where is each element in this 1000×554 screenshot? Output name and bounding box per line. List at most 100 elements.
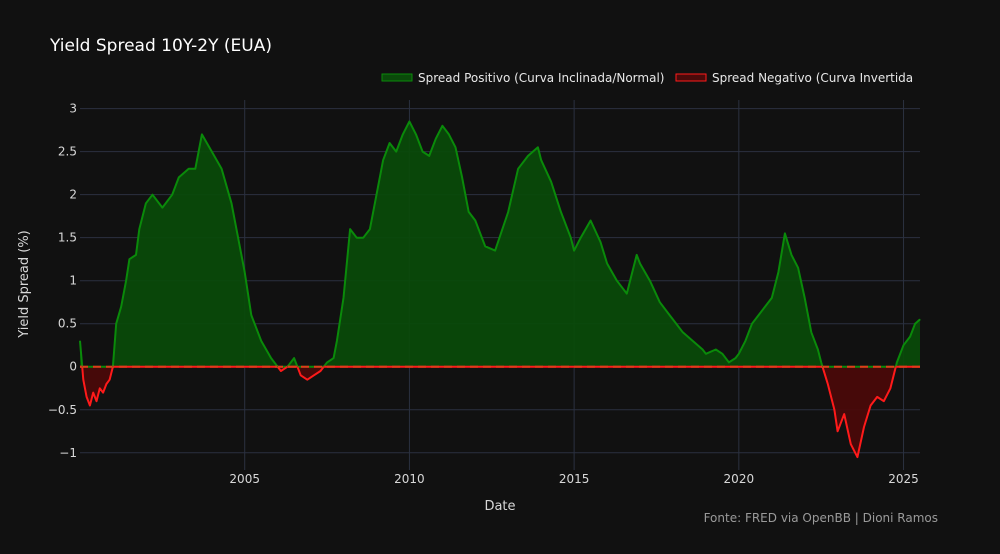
data-point-100 (744, 340, 746, 342)
data-point-27 (221, 168, 223, 170)
x-tick-label-2: 2015 (559, 472, 590, 486)
data-point-43 (323, 366, 325, 368)
data-point-73 (537, 146, 539, 148)
legend-swatch-negative (675, 73, 707, 82)
data-point-14 (125, 280, 127, 282)
data-point-108 (797, 267, 799, 269)
data-point-117 (843, 413, 845, 415)
data-point-42 (320, 370, 321, 372)
data-point-113 (822, 366, 823, 368)
y-tick-label-4: 1 (69, 274, 77, 288)
data-point-106 (784, 232, 786, 234)
data-point-35 (280, 370, 282, 372)
data-point-44 (326, 361, 328, 363)
data-point-58 (415, 133, 417, 135)
data-point-81 (600, 241, 601, 243)
data-point-119 (856, 456, 858, 458)
data-point-101 (751, 323, 753, 325)
x-tick-label-0: 2005 (229, 472, 260, 486)
legend-swatch-positive (381, 73, 413, 82)
data-point-5 (92, 392, 94, 394)
data-point-69 (494, 250, 496, 252)
data-point-105 (777, 271, 779, 273)
data-point-126 (896, 361, 898, 363)
data-point-93 (702, 349, 704, 350)
data-point-36 (287, 366, 288, 368)
data-point-115 (833, 409, 835, 411)
data-point-110 (810, 331, 812, 333)
y-axis-label: Yield Spread (%) (17, 230, 32, 339)
data-point-53 (382, 159, 384, 161)
data-point-45 (333, 357, 335, 359)
data-point-13 (120, 306, 122, 307)
data-point-39 (300, 374, 302, 376)
data-point-12 (115, 323, 117, 325)
data-point-75 (550, 181, 552, 183)
data-point-41 (313, 374, 315, 376)
data-point-94 (705, 353, 707, 355)
data-point-56 (402, 133, 404, 135)
y-tick-label-2: 2 (69, 188, 77, 202)
data-point-40 (306, 379, 308, 381)
data-point-88 (659, 301, 661, 303)
data-point-15 (128, 258, 130, 260)
data-point-26 (211, 151, 213, 153)
data-point-23 (188, 168, 190, 170)
data-point-66 (468, 211, 470, 213)
data-point-86 (639, 263, 641, 264)
data-point-68 (484, 245, 486, 247)
data-point-38 (296, 366, 298, 368)
data-point-71 (517, 168, 519, 170)
x-tick-label-4: 2025 (888, 472, 919, 486)
data-point-33 (270, 357, 272, 359)
data-point-127 (903, 344, 904, 346)
data-point-83 (616, 280, 618, 282)
data-point-57 (408, 121, 410, 122)
data-point-118 (850, 443, 852, 445)
data-point-129 (914, 323, 916, 325)
y-tick-label-1: 2.5 (58, 145, 77, 159)
data-point-28 (231, 202, 232, 204)
data-point-24 (194, 168, 196, 170)
data-point-1 (81, 366, 83, 368)
data-point-4 (89, 405, 91, 406)
y-tick-label-3: 1.5 (58, 231, 77, 245)
data-point-76 (560, 211, 562, 213)
data-point-104 (771, 297, 773, 299)
data-point-70 (507, 211, 509, 213)
data-point-85 (636, 254, 638, 256)
data-point-3 (86, 396, 88, 398)
data-point-77 (570, 237, 572, 239)
data-point-96 (721, 353, 723, 355)
legend-item-negative[interactable]: Spread Negativo (Curva Invertida (675, 71, 913, 85)
data-point-9 (105, 383, 107, 385)
data-point-63 (448, 133, 450, 135)
data-point-21 (171, 194, 173, 196)
data-point-0 (79, 340, 81, 342)
data-point-37 (293, 357, 295, 359)
data-point-50 (362, 237, 364, 239)
tick-labels: 3 2.5 2 1.5 1 0.5 0 −0.5 −1 2005 2010 2015 2020 2025 (48, 102, 919, 486)
data-point-2 (82, 379, 84, 381)
data-point-25 (201, 133, 203, 135)
data-point-52 (376, 194, 377, 196)
data-point-11 (112, 366, 114, 368)
data-point-80 (590, 220, 592, 221)
data-point-67 (474, 220, 476, 221)
area-fills (80, 121, 920, 458)
data-point-125 (895, 366, 897, 368)
data-point-61 (435, 138, 437, 140)
data-point-114 (827, 383, 829, 385)
legend: Spread Positivo (Curva Inclinada/Normal)… (381, 71, 913, 85)
legend-item-positive[interactable]: Spread Positivo (Curva Inclinada/Normal) (381, 71, 664, 85)
data-point-97 (728, 361, 730, 363)
data-point-60 (428, 155, 430, 157)
y-tick-label-5: 0.5 (58, 317, 77, 331)
data-point-90 (672, 318, 674, 320)
data-point-7 (99, 387, 101, 389)
data-point-87 (649, 280, 651, 282)
series-lines (79, 120, 921, 459)
data-point-107 (791, 254, 792, 256)
data-point-99 (738, 353, 740, 355)
